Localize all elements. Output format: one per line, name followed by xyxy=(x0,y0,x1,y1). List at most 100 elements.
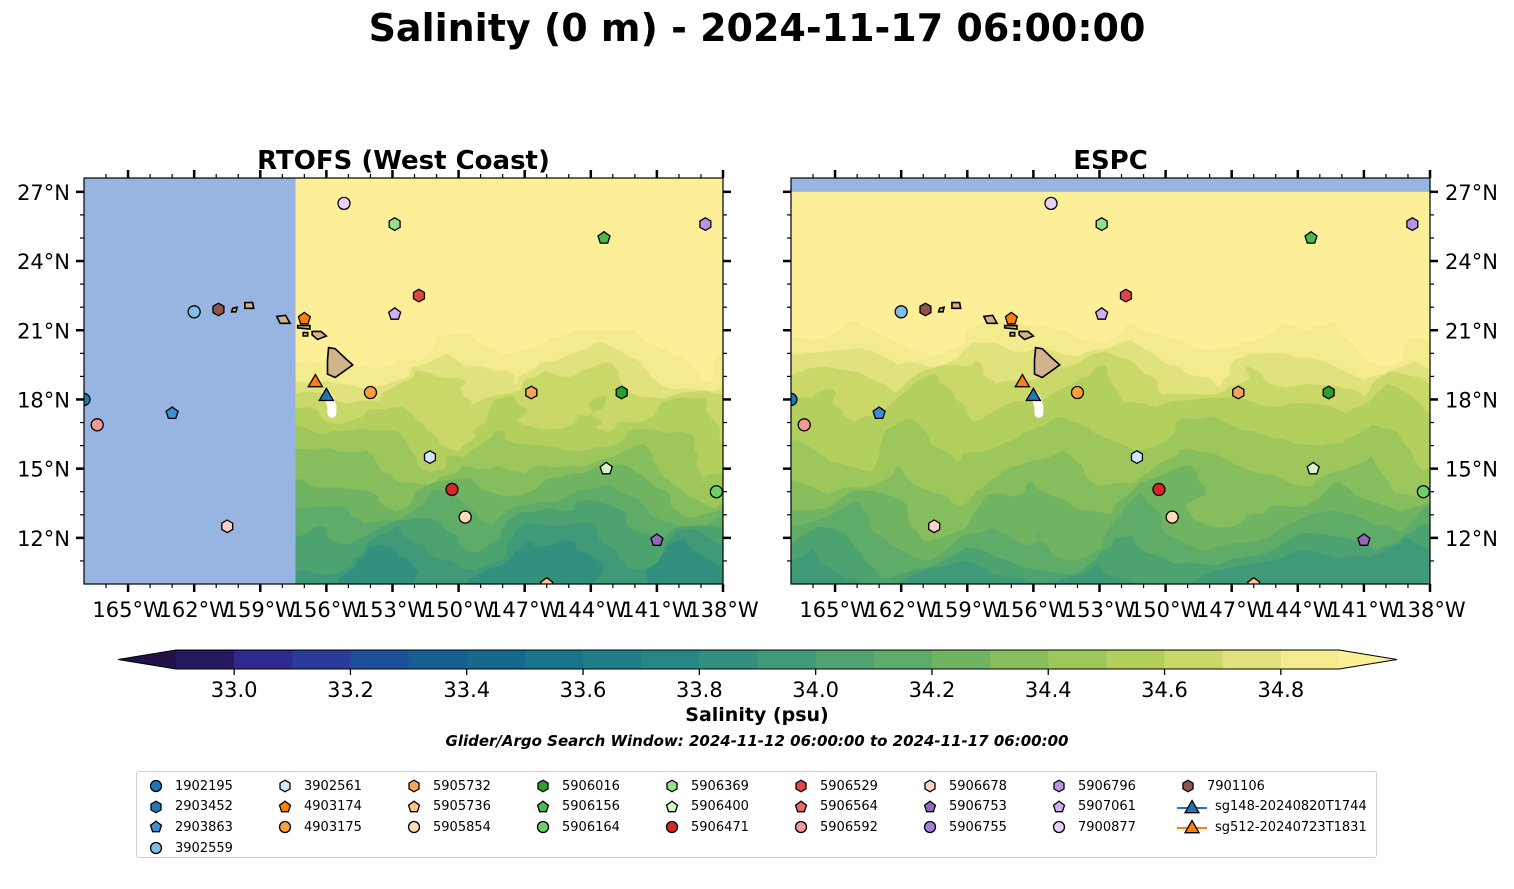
colorbar-segment xyxy=(234,650,293,669)
legend-label: 5906400 xyxy=(691,799,749,815)
colorbar-segment xyxy=(408,650,468,669)
legend-column: 5906529 5906564 5906592 xyxy=(790,776,878,838)
legend-column: 5906016 5906156 5906164 xyxy=(532,776,620,838)
legend-label: 5906369 xyxy=(691,778,749,794)
panel-rtofs: RTOFS (West Coast)165°W162°W159°W156°W15… xyxy=(17,146,759,622)
legend-marker-icon xyxy=(278,800,292,813)
colorbar-segment xyxy=(466,650,526,669)
colorbar-tick-label: 34.4 xyxy=(1025,678,1072,702)
legend-marker-icon xyxy=(665,800,679,813)
marker-5906369 xyxy=(388,217,401,232)
colorbar-tick-label: 33.0 xyxy=(211,678,258,702)
legend-item: 5906796 xyxy=(1048,776,1136,797)
marker-5905854 xyxy=(458,510,472,524)
marker-2903863 xyxy=(872,406,886,420)
lon-tick-label: 153°W xyxy=(357,598,429,622)
colorbar-segment xyxy=(1164,650,1224,669)
panel-espc: ESPC165°W162°W159°W156°W153°W150°W147°W1… xyxy=(783,146,1498,622)
legend-label: 3902559 xyxy=(175,840,233,856)
legend-marker-icon xyxy=(407,821,421,834)
marker-5906016 xyxy=(1322,385,1335,400)
search-window-note: Glider/Argo Search Window: 2024-11-12 06… xyxy=(445,732,1069,750)
legend-label: 5906471 xyxy=(691,819,749,835)
legend-item: 4903174 xyxy=(274,797,362,818)
legend-column: 5906369 5906400 5906471 xyxy=(661,776,749,838)
legend-column: 5906678 5906753 5906755 xyxy=(919,776,1007,838)
colorbar-segment xyxy=(990,650,1049,669)
marker-5906471 xyxy=(1152,482,1166,497)
island-kauai xyxy=(244,301,255,310)
marker-5907061 xyxy=(1094,306,1109,320)
legend-item: 5906592 xyxy=(790,817,878,838)
marker-5906164 xyxy=(709,485,723,499)
legend-label: 5906592 xyxy=(820,819,878,835)
colorbar-segment xyxy=(1048,650,1107,669)
island-oahu xyxy=(982,314,999,325)
colorbar-segment xyxy=(931,650,991,669)
marker-5905732 xyxy=(1232,385,1245,400)
marker-5906796 xyxy=(1406,217,1419,232)
marker-5906164 xyxy=(1416,485,1430,499)
lon-tick-label: 159°W xyxy=(932,598,1004,622)
legend-item: 5906471 xyxy=(661,817,749,838)
legend-marker-icon xyxy=(1183,799,1201,814)
legend-marker-icon xyxy=(149,841,163,855)
legend-column: 5905732 5905736 5905854 xyxy=(403,776,491,838)
island-molokai xyxy=(1003,324,1018,330)
island-hawaii xyxy=(1033,346,1062,379)
marker-5906369 xyxy=(1095,217,1108,232)
lon-tick-label: 165°W xyxy=(92,598,164,622)
legend-item: 5906369 xyxy=(661,776,749,797)
lon-tick-label: 162°W xyxy=(865,598,937,622)
legend-item: 5907061 xyxy=(1048,797,1136,818)
lat-tick-label: 15°N xyxy=(1445,458,1498,482)
legend-marker-icon xyxy=(795,779,807,793)
marker-5906400 xyxy=(1306,461,1320,475)
marker-5906753 xyxy=(650,533,664,546)
marker-4903174 xyxy=(297,311,312,325)
legend-marker-icon xyxy=(1182,779,1194,793)
colorbar-label: Salinity (psu) xyxy=(685,704,829,726)
legend-marker-icon xyxy=(150,800,162,814)
colorbar-segment xyxy=(292,650,351,669)
legend-item: 7901106 xyxy=(1177,776,1367,797)
lat-tick-label: 18°N xyxy=(17,388,70,412)
legend-marker-icon xyxy=(665,821,679,834)
legend-item: 5906400 xyxy=(661,797,749,818)
legend-marker-icon xyxy=(1052,800,1066,813)
legend-item: 5906753 xyxy=(919,797,1007,818)
island-niihau xyxy=(937,306,946,313)
legend-marker-icon xyxy=(407,800,421,813)
legend-marker-icon xyxy=(923,800,937,813)
lon-tick-label: 147°W xyxy=(1196,598,1268,622)
legend-marker-icon xyxy=(794,800,808,813)
island-molokai xyxy=(296,324,311,330)
legend-label: 5905732 xyxy=(433,778,491,794)
lon-tick-label: 153°W xyxy=(1064,598,1136,622)
lat-tick-label: 21°N xyxy=(1445,319,1498,343)
marker-5906471 xyxy=(445,482,459,497)
legend-marker-icon xyxy=(923,821,937,834)
colorbar-tick-label: 33.6 xyxy=(560,678,607,702)
marker-sg512-20240723T1831 xyxy=(1014,373,1031,388)
colorbar-segment xyxy=(350,650,410,669)
legend-column: 3902561 4903174 4903175 xyxy=(274,776,362,838)
marker-sg148-20240820T1744 xyxy=(318,387,335,402)
marker-2903452 xyxy=(65,416,76,429)
legend-marker-icon xyxy=(408,779,420,793)
legend-label: sg512-20240723T1831 xyxy=(1215,819,1367,835)
legend-label: 5906755 xyxy=(949,819,1007,835)
legend-label: 5906016 xyxy=(562,778,620,794)
legend-item: 5906678 xyxy=(919,776,1007,797)
lon-tick-label: 156°W xyxy=(998,598,1070,622)
legend-label: 5906753 xyxy=(949,799,1007,815)
lon-tick-label: 159°W xyxy=(225,598,297,622)
panel-title-espc: ESPC xyxy=(1073,146,1148,176)
colorbar-segment xyxy=(176,650,235,669)
colorbar-tick-label: 34.2 xyxy=(909,678,956,702)
legend-item: 1902195 xyxy=(145,776,233,797)
lon-tick-label: 138°W xyxy=(1394,598,1466,622)
legend-marker-icon xyxy=(1183,819,1201,834)
lon-tick-label: 141°W xyxy=(1328,598,1400,622)
island-lanai xyxy=(1009,331,1016,337)
